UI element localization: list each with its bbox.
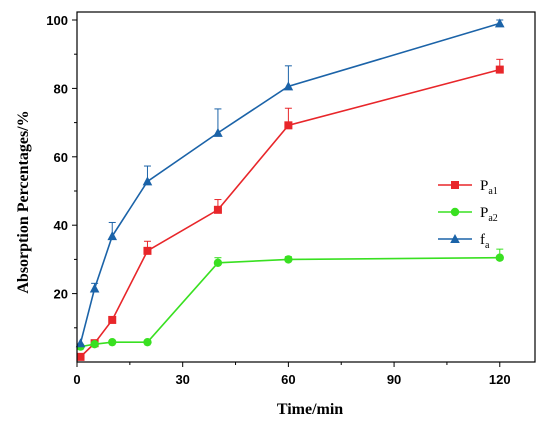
axes: 0 30 60 90 120 20 40 60 80 100: [46, 11, 536, 387]
y-tick-label: 100: [46, 13, 68, 28]
legend: Pa1 Pa2 fa: [438, 178, 498, 251]
legend-marker: [451, 181, 459, 189]
data-point: [494, 18, 505, 28]
data-point: [213, 127, 223, 137]
series-Pa2: [76, 248, 504, 351]
legend-label: Pa1: [480, 178, 498, 197]
data-point: [108, 315, 117, 324]
data-point: [495, 65, 504, 74]
x-tick-label: 90: [387, 372, 401, 387]
data-point: [107, 231, 118, 241]
plot-area: [75, 18, 505, 361]
legend-item: Pa2: [438, 205, 498, 224]
data-point: [213, 258, 223, 268]
data-point: [495, 253, 504, 262]
data-point: [142, 176, 153, 186]
x-tick-label: 30: [175, 372, 189, 387]
data-point: [90, 340, 99, 349]
data-point: [108, 337, 117, 347]
data-point: [284, 121, 293, 130]
data-point: [75, 338, 86, 348]
y-tick-label: 40: [54, 218, 68, 233]
series-fa: [75, 18, 505, 348]
legend-marker: [450, 207, 460, 217]
data-point: [143, 337, 152, 347]
x-tick-label: 0: [73, 372, 80, 387]
y-tick-label: 80: [54, 81, 68, 96]
x-tick-label: 120: [489, 372, 511, 387]
legend-item: Pa1: [438, 178, 498, 197]
y-tick-label: 20: [54, 287, 68, 302]
x-tick-label: 60: [281, 372, 295, 387]
legend-item: fa: [438, 232, 490, 251]
data-point: [283, 81, 294, 91]
data-point: [143, 246, 152, 255]
data-point: [284, 255, 293, 264]
plot-frame: [76, 11, 536, 363]
x-axis-title: Time/min: [277, 401, 343, 418]
y-tick-label: 60: [54, 150, 68, 165]
data-point: [76, 352, 85, 361]
data-point: [213, 205, 222, 214]
y-axis-title: Absorption Percentages/%: [15, 110, 32, 293]
data-point: [89, 283, 100, 293]
legend-marker: [450, 234, 460, 243]
legend-label: fa: [480, 232, 490, 251]
legend-label: Pa2: [480, 205, 498, 224]
